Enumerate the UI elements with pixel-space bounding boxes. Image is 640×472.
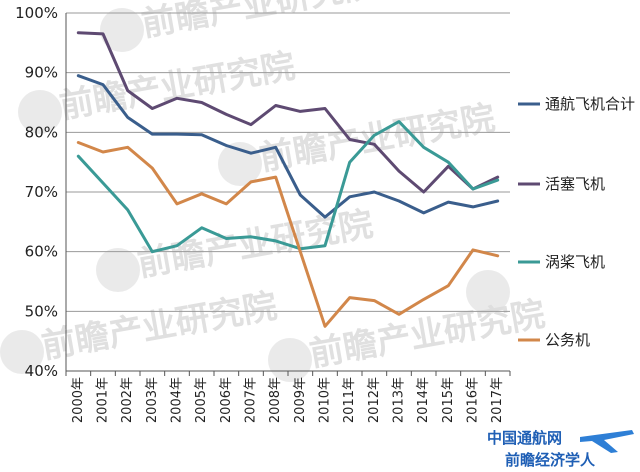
series-lines	[76, 31, 500, 328]
x-tick-label: 2009年	[293, 377, 308, 423]
watermark: 前瞻产业研究院 前瞻产业研究院 前瞻产业研究院 前瞻产业研究院 前瞻产业研究院 …	[0, 0, 548, 382]
watermark-text: 前瞻产业研究院	[39, 286, 280, 367]
watermark-logo-icon	[268, 338, 312, 382]
watermark-logo-icon	[18, 90, 62, 134]
x-tick-label: 2000年	[71, 377, 86, 423]
x-tick-label: 2005年	[194, 377, 209, 423]
y-tick-label: 80%	[25, 123, 58, 141]
series-line	[76, 74, 500, 219]
x-tick-label: 2002年	[120, 377, 135, 423]
legend-label: 活塞飞机	[545, 175, 605, 193]
series-line	[76, 31, 500, 194]
x-tick-label: 2015年	[441, 377, 456, 423]
y-tick-label: 90%	[25, 64, 58, 82]
series-line	[76, 141, 500, 328]
y-axis-ticks: 40% 50% 60% 70% 80% 90% 100%	[15, 4, 58, 380]
watermark-text: 前瞻产业研究院	[135, 204, 376, 285]
x-tick-label: 2003年	[145, 377, 160, 423]
brand-name: 中国通航网	[487, 429, 562, 447]
y-tick-label: 100%	[15, 4, 58, 22]
legend-label: 通航飞机合计	[545, 95, 635, 113]
legend-label: 公务机	[545, 331, 590, 349]
x-tick-label: 2006年	[219, 377, 234, 423]
x-tick-label: 2010年	[318, 377, 333, 423]
x-tick-label: 2013年	[392, 377, 407, 423]
x-tick-label: 2014年	[416, 377, 431, 423]
x-tick-label: 2001年	[96, 377, 111, 423]
watermark-logo-icon	[96, 248, 140, 292]
y-tick-label: 50%	[25, 302, 58, 320]
watermark-logo-icon	[0, 330, 44, 374]
x-tick-label: 2011年	[342, 377, 357, 423]
x-tick-label: 2016年	[466, 377, 481, 423]
x-tick-label: 2004年	[170, 377, 185, 423]
x-tick-label: 2017年	[490, 377, 505, 423]
series-line	[76, 120, 500, 254]
y-tick-label: 40%	[25, 362, 58, 380]
brand-watermark: 中国通航网 前瞻经济学人	[487, 429, 634, 469]
x-tick-label: 2012年	[367, 377, 382, 423]
x-tick-label: 2007年	[244, 377, 259, 423]
x-tick-label: 2008年	[268, 377, 283, 423]
axes	[65, 13, 511, 376]
legend-label: 涡桨飞机	[545, 253, 605, 271]
brand-subtitle: 前瞻经济学人	[505, 451, 596, 469]
plane-icon	[580, 430, 634, 453]
x-axis-ticks: 2000年 2001年 2002年 2003年 2004年 2005年 2006年 2007年…	[71, 377, 505, 423]
watermark-logo-icon	[100, 8, 144, 52]
gridlines	[66, 12, 510, 312]
y-tick-label: 70%	[25, 183, 58, 201]
watermark-logo-icon	[466, 270, 510, 314]
y-tick-label: 60%	[25, 243, 58, 261]
watermark-text: 前瞻产业研究院	[139, 0, 380, 45]
